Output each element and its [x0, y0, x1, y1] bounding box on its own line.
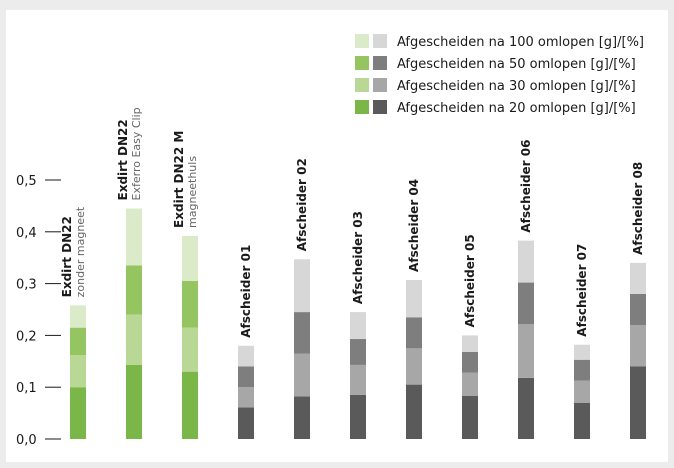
- category-title: Exdirt DN22: [60, 216, 74, 297]
- bar-segment: [574, 380, 590, 403]
- bar-segment: [294, 259, 310, 313]
- legend-swatch-green: [355, 56, 369, 70]
- bar-segment: [518, 282, 534, 325]
- y-tick-label: 0,3: [16, 278, 37, 293]
- category-title: Afscheider 06: [519, 140, 533, 233]
- y-tick-label: 0,2: [16, 329, 37, 344]
- bar-segment: [630, 366, 646, 439]
- bar-segment: [406, 384, 422, 439]
- bar-segment: [182, 281, 198, 328]
- legend-label: Afgescheiden na 20 omlopen [g]/[%]: [397, 101, 636, 116]
- bar-segment: [238, 387, 254, 408]
- category-label: Exdirt DN22 Exferro Easy Clip: [116, 107, 143, 200]
- bar-segment: [350, 312, 366, 340]
- bar-segment: [182, 235, 198, 282]
- bar-segment: [70, 387, 86, 439]
- bar-segment: [630, 325, 646, 367]
- bar-segment: [238, 345, 254, 367]
- bar-segment: [350, 394, 366, 439]
- bar-segment: [518, 240, 534, 283]
- legend-swatch-green: [355, 34, 369, 48]
- bar-segment: [630, 262, 646, 294]
- category-title: Afscheider 03: [351, 211, 365, 304]
- legend-swatch-green: [355, 100, 369, 114]
- bar-segment: [406, 279, 422, 318]
- legend-item: Afgescheiden na 20 omlopen [g]/[%]: [355, 100, 636, 116]
- bar-segment: [518, 377, 534, 439]
- category-label: Exdirt DN22 zonder magneet: [60, 206, 87, 297]
- y-tick-label: 0,1: [16, 381, 37, 396]
- category-label: Afscheider 08: [631, 162, 645, 255]
- bar-segment: [70, 327, 86, 356]
- bar-segment: [406, 348, 422, 385]
- bar-segment: [462, 335, 478, 352]
- bar-segment: [294, 396, 310, 439]
- legend-label: Afgescheiden na 50 omlopen [g]/[%]: [397, 57, 636, 72]
- y-tick-label: 0,5: [16, 174, 37, 189]
- y-axis: 0,0 0,1 0,2 0,3 0,4 0,5: [16, 174, 61, 448]
- category-subtitle: zonder magneet: [74, 206, 87, 297]
- y-tick-label: 0,0: [16, 433, 37, 448]
- category-title: Exdirt DN22: [116, 119, 130, 200]
- bars: [70, 208, 646, 439]
- bar-segment: [294, 312, 310, 354]
- category-title: Exdirt DN22 M: [172, 131, 186, 228]
- category-title: Afscheider 07: [575, 244, 589, 337]
- category-label: Afscheider 03: [351, 211, 365, 304]
- category-title: Afscheider 05: [463, 234, 477, 327]
- bar-segment: [238, 366, 254, 388]
- chart-card: [6, 10, 668, 462]
- bar-segment: [574, 402, 590, 439]
- bar-segment: [126, 364, 142, 439]
- category-label: Afscheider 07: [575, 244, 589, 337]
- category-label: Afscheider 01: [239, 245, 253, 338]
- category-label: Afscheider 04: [407, 179, 421, 272]
- bar-segment: [406, 317, 422, 349]
- bar-segment: [126, 265, 142, 315]
- bar-segment: [238, 407, 254, 439]
- bar-segment: [294, 353, 310, 397]
- category-subtitle: Exferro Easy Clip: [130, 107, 143, 200]
- bar-segment: [70, 355, 86, 388]
- legend-item: Afgescheiden na 100 omlopen [g]/[%]: [355, 34, 644, 50]
- bar-segment: [182, 327, 198, 372]
- category-label: Afscheider 02: [295, 158, 309, 251]
- legend-label: Afgescheiden na 100 omlopen [g]/[%]: [397, 35, 644, 50]
- bar-segment: [350, 364, 366, 395]
- legend-label: Afgescheiden na 30 omlopen [g]/[%]: [397, 79, 636, 94]
- legend-swatch-gray: [373, 56, 387, 70]
- bar-segment: [630, 293, 646, 326]
- bar-segment: [574, 344, 590, 360]
- category-label: Afscheider 06: [519, 140, 533, 233]
- legend-swatch-gray: [373, 34, 387, 48]
- bar-segment: [462, 372, 478, 397]
- legend-item: Afgescheiden na 30 omlopen [g]/[%]: [355, 78, 636, 94]
- bar-segment: [126, 208, 142, 266]
- bar-segment: [350, 339, 366, 365]
- category-subtitle: magneethuls: [186, 156, 199, 228]
- legend-swatch-gray: [373, 78, 387, 92]
- category-title: Afscheider 01: [239, 245, 253, 338]
- legend-item: Afgescheiden na 50 omlopen [g]/[%]: [355, 56, 636, 72]
- legend-swatch-green: [355, 78, 369, 92]
- bar-segment: [70, 305, 86, 328]
- category-title: Afscheider 02: [295, 158, 309, 251]
- category-label: Afscheider 05: [463, 234, 477, 327]
- y-tick-label: 0,4: [16, 226, 37, 241]
- bar-segment: [462, 351, 478, 373]
- category-title: Afscheider 08: [631, 162, 645, 255]
- legend: Afgescheiden na 100 omlopen [g]/[%] Afges…: [355, 34, 644, 116]
- legend-swatch-gray: [373, 100, 387, 114]
- bar-segment: [182, 371, 198, 439]
- bar-segment: [574, 359, 590, 381]
- category-title: Afscheider 04: [407, 179, 421, 272]
- bar-segment: [518, 324, 534, 378]
- bar-segment: [126, 314, 142, 365]
- bar-segment: [462, 396, 478, 439]
